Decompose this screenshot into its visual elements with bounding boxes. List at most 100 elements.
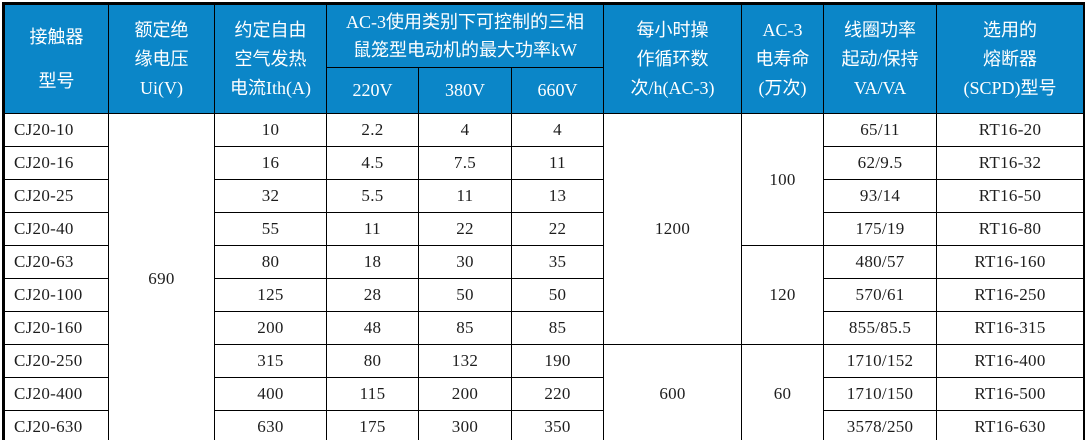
cell-model: CJ20-40 bbox=[3, 212, 109, 246]
cell-cycles-1200: 1200 bbox=[603, 113, 743, 345]
cell-kw220: 80 bbox=[326, 344, 419, 378]
header-thermal-current: 约定自由 空气发热 电流Ith(A) bbox=[214, 3, 327, 114]
cell-kw380: 132 bbox=[418, 344, 512, 378]
cell-kw660: 190 bbox=[510, 344, 605, 378]
table-row: CJ20-630 630 175 300 350 3578/250 RT16-6… bbox=[3, 410, 1085, 440]
cell-model: CJ20-400 bbox=[3, 377, 109, 411]
cell-kw660: 35 bbox=[510, 245, 605, 279]
cell-ith: 125 bbox=[214, 278, 327, 312]
cell-kw380: 300 bbox=[418, 410, 512, 440]
header-kw-group: AC-3使用类别下可控制的三相 鼠笼型电动机的最大功率kW bbox=[325, 3, 605, 68]
cell-cycles-600: 600 bbox=[603, 344, 743, 440]
cell-kw660: 13 bbox=[510, 179, 605, 213]
cell-model: CJ20-10 bbox=[3, 113, 109, 147]
cell-kw660: 11 bbox=[510, 146, 605, 180]
table-header: 接触器 型号 额定绝 缘电压 Ui(V) 约定自由 空气发热 电流Ith(A) … bbox=[3, 3, 1085, 114]
cell-ith: 200 bbox=[214, 311, 327, 345]
cell-kw380: 200 bbox=[418, 377, 512, 411]
cell-kw220: 2.2 bbox=[326, 113, 419, 147]
cell-kw660: 350 bbox=[510, 410, 605, 440]
cell-ith: 400 bbox=[214, 377, 327, 411]
cell-fuse: RT16-160 bbox=[936, 245, 1085, 279]
cell-fuse: RT16-400 bbox=[936, 344, 1085, 378]
header-row-2: 220V 380V 660V bbox=[4, 67, 1085, 114]
cell-coil: 175/19 bbox=[823, 212, 938, 246]
header-row-1: 接触器 型号 额定绝 缘电压 Ui(V) 约定自由 空气发热 电流Ith(A) … bbox=[3, 3, 1085, 114]
cell-model: CJ20-630 bbox=[3, 410, 109, 440]
table-body: CJ20-10 690 10 2.2 4 4 1200 100 65/11 RT… bbox=[3, 113, 1085, 440]
cell-kw220: 115 bbox=[326, 377, 419, 411]
cell-kw220: 5.5 bbox=[326, 179, 419, 213]
cell-kw380: 50 bbox=[418, 278, 512, 312]
cell-life-60: 60 bbox=[741, 344, 825, 440]
table-row: CJ20-63 80 18 30 35 120 480/57 RT16-160 bbox=[3, 245, 1085, 345]
cell-fuse: RT16-20 bbox=[936, 113, 1085, 147]
cell-life-100: 100 bbox=[741, 113, 825, 246]
cell-coil: 3578/250 bbox=[823, 410, 938, 440]
cell-kw220: 28 bbox=[326, 278, 419, 312]
cell-coil: 480/57 bbox=[823, 245, 938, 279]
cell-life-120: 120 bbox=[741, 245, 825, 345]
cell-kw380: 85 bbox=[418, 311, 512, 345]
cell-fuse: RT16-80 bbox=[936, 212, 1085, 246]
cell-kw660: 85 bbox=[510, 311, 605, 345]
cell-kw380: 7.5 bbox=[418, 146, 512, 180]
cell-coil: 1710/152 bbox=[823, 344, 938, 378]
cell-kw660: 4 bbox=[510, 113, 605, 147]
header-cycles-per-hour: 每小时操 作循环数 次/h(AC-3) bbox=[603, 3, 743, 114]
table-row: CJ20-25 32 5.5 11 13 93/14 RT16-50 bbox=[3, 179, 1085, 213]
cell-coil: 93/14 bbox=[823, 179, 938, 213]
cell-fuse: RT16-250 bbox=[936, 278, 1085, 312]
header-electrical-life: AC-3 电寿命 (万次) bbox=[741, 3, 825, 114]
cell-coil: 570/61 bbox=[823, 278, 938, 312]
table-row: CJ20-40 55 11 22 22 175/19 RT16-80 bbox=[3, 212, 1085, 246]
cell-fuse: RT16-315 bbox=[936, 311, 1085, 345]
cell-model: CJ20-100 bbox=[3, 278, 109, 312]
cell-kw660: 50 bbox=[510, 278, 605, 312]
cell-kw380: 11 bbox=[418, 179, 512, 213]
table-row: CJ20-16 16 4.5 7.5 11 62/9.5 RT16-32 bbox=[3, 146, 1085, 180]
cell-ith: 10 bbox=[214, 113, 327, 147]
cell-ith: 16 bbox=[214, 146, 327, 180]
table-row: CJ20-250 315 80 132 190 600 60 1710/152 … bbox=[3, 344, 1085, 440]
cell-fuse: RT16-630 bbox=[936, 410, 1085, 440]
cell-ith: 80 bbox=[214, 245, 327, 279]
table-row: CJ20-10 690 10 2.2 4 4 1200 100 65/11 RT… bbox=[3, 113, 1085, 440]
cell-coil: 62/9.5 bbox=[823, 146, 938, 180]
cell-kw220: 18 bbox=[326, 245, 419, 279]
cell-kw220: 175 bbox=[326, 410, 419, 440]
cell-kw380: 22 bbox=[418, 212, 512, 246]
cell-model: CJ20-16 bbox=[3, 146, 109, 180]
header-coil-power: 线圈功率 起动/保持 VA/VA bbox=[823, 3, 938, 114]
cell-ith: 32 bbox=[214, 179, 327, 213]
header-fuse-type: 选用的 熔断器 (SCPD)型号 bbox=[936, 3, 1085, 114]
cell-coil: 1710/150 bbox=[823, 377, 938, 411]
table-row: CJ20-400 400 115 200 220 1710/150 RT16-5… bbox=[3, 377, 1085, 411]
header-660v: 660V bbox=[510, 67, 605, 114]
cell-kw660: 22 bbox=[510, 212, 605, 246]
cell-ith: 630 bbox=[214, 410, 327, 440]
cell-model: CJ20-63 bbox=[3, 245, 109, 279]
cell-fuse: RT16-50 bbox=[936, 179, 1085, 213]
cell-kw220: 48 bbox=[326, 311, 419, 345]
cell-fuse: RT16-32 bbox=[936, 146, 1085, 180]
cell-ith: 55 bbox=[214, 212, 327, 246]
cell-fuse: RT16-500 bbox=[936, 377, 1085, 411]
header-220v: 220V bbox=[326, 67, 419, 114]
cell-model: CJ20-250 bbox=[3, 344, 109, 378]
header-contactor-model: 接触器 型号 bbox=[3, 3, 109, 114]
cell-kw220: 11 bbox=[326, 212, 419, 246]
table-row: CJ20-100 125 28 50 50 570/61 RT16-250 bbox=[3, 278, 1085, 312]
cell-kw380: 30 bbox=[418, 245, 512, 279]
cell-kw660: 220 bbox=[510, 377, 605, 411]
cell-coil: 855/85.5 bbox=[823, 311, 938, 345]
cell-model: CJ20-25 bbox=[3, 179, 109, 213]
cell-model: CJ20-160 bbox=[3, 311, 109, 345]
cell-kw380: 4 bbox=[418, 113, 512, 147]
header-380v: 380V bbox=[418, 67, 512, 114]
cell-ui-690: 690 bbox=[108, 113, 215, 440]
cell-kw220: 4.5 bbox=[326, 146, 419, 180]
cell-ith: 315 bbox=[214, 344, 327, 378]
